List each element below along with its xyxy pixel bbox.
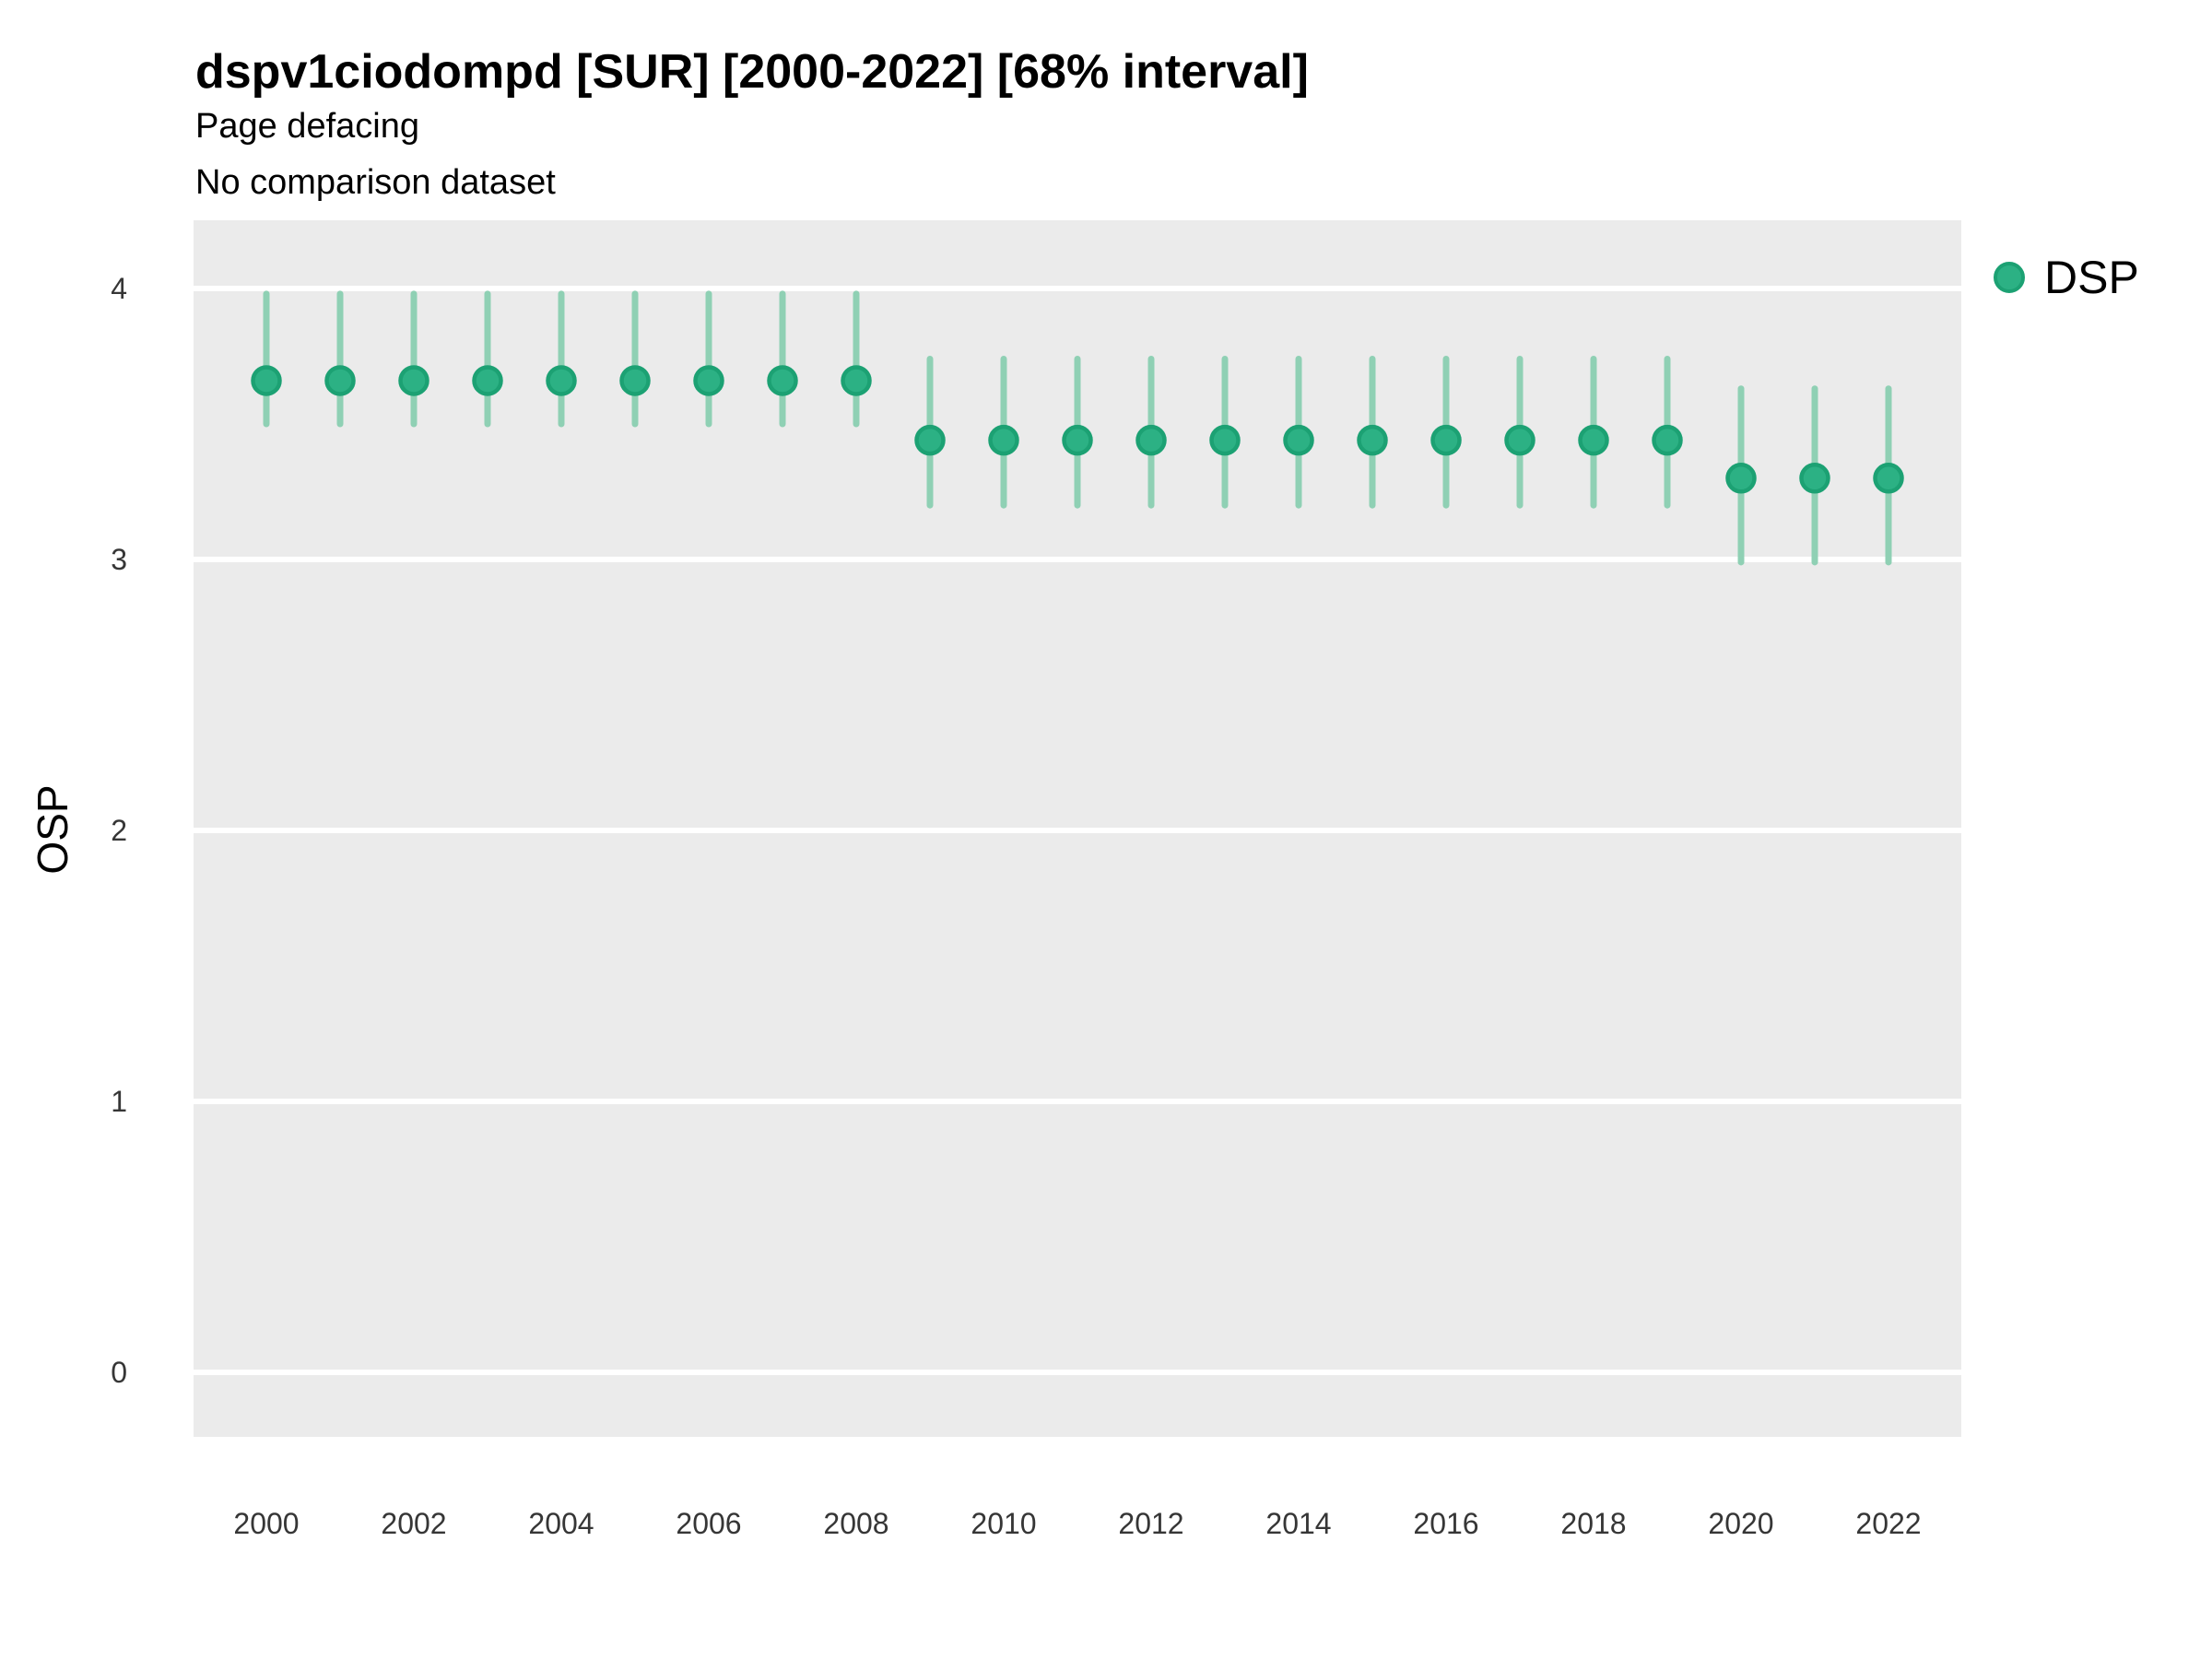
x-tick-label-2012: 2012 [1118,1507,1184,1540]
x-tick-label-2006: 2006 [676,1507,742,1540]
point-2013 [1209,424,1241,456]
point-2003 [472,365,503,396]
x-tick-label-2020: 2020 [1708,1507,1774,1540]
chart-title: dspv1ciodompd [SUR] [2000-2022] [68% int… [195,45,1309,99]
point-2000 [251,365,282,396]
point-2008 [841,365,872,396]
x-tick-label-2018: 2018 [1560,1507,1627,1540]
x-tick-label-2016: 2016 [1413,1507,1479,1540]
y-tick-label-0: 0 [111,1356,127,1389]
point-2015 [1357,424,1388,456]
plot-svg [194,286,1961,1375]
x-tick-label-2010: 2010 [971,1507,1037,1540]
plot-area [194,220,1961,1437]
point-2014 [1283,424,1314,456]
y-tick-label-4: 4 [111,272,127,305]
point-2011 [1062,424,1093,456]
chart-subtitle: Page defacing [195,107,419,146]
point-2018 [1578,424,1609,456]
point-2019 [1652,424,1683,456]
point-2012 [1135,424,1167,456]
point-2017 [1504,424,1535,456]
point-2002 [398,365,429,396]
point-2021 [1799,463,1830,494]
y-tick-label-1: 1 [111,1085,127,1118]
chart-note: No comparison dataset [195,163,556,202]
legend-dot [1994,262,2025,293]
legend: DSP [1989,253,2139,302]
point-2009 [914,424,946,456]
x-tick-label-2002: 2002 [381,1507,447,1540]
legend-dot-icon [1994,262,2025,293]
point-2007 [767,365,798,396]
point-2022 [1873,463,1904,494]
point-2005 [619,365,651,396]
x-tick-label-2022: 2022 [1855,1507,1922,1540]
x-tick-label-2004: 2004 [528,1507,594,1540]
x-tick-label-2014: 2014 [1265,1507,1332,1540]
point-2010 [988,424,1019,456]
point-2016 [1430,424,1462,456]
point-2004 [546,365,577,396]
legend-item-label: DSP [2044,252,2139,303]
x-tick-label-2008: 2008 [823,1507,889,1540]
y-tick-label-2: 2 [111,814,127,847]
point-2006 [693,365,724,396]
point-2001 [324,365,356,396]
y-tick-label-3: 3 [111,543,127,576]
x-tick-label-2000: 2000 [233,1507,300,1540]
point-2020 [1725,463,1757,494]
